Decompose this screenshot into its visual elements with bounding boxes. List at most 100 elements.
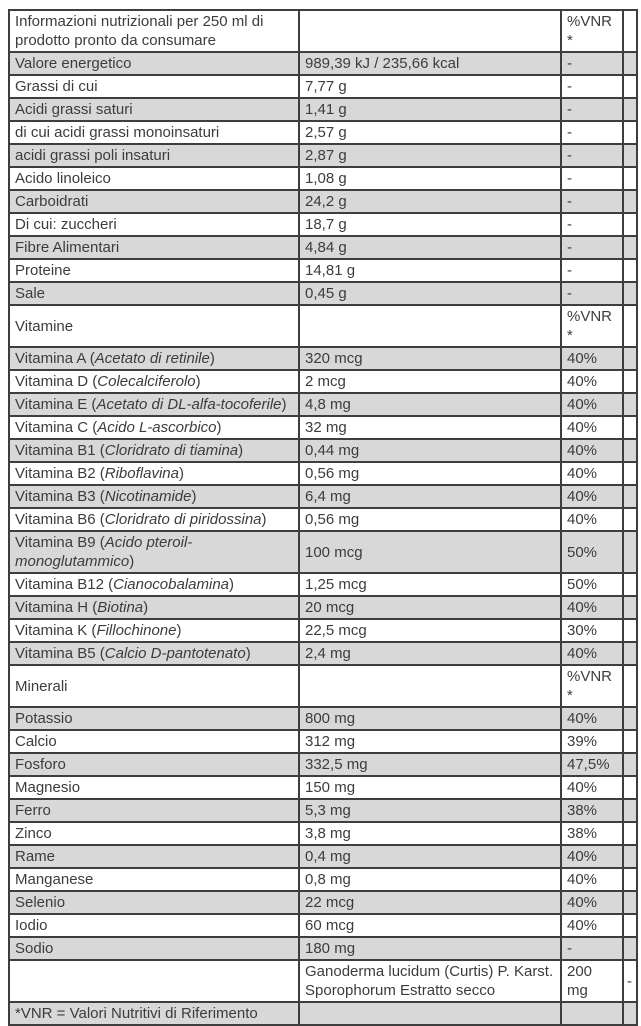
amount-cell	[298, 9, 562, 53]
nutrient-name-cell: Sodio	[8, 936, 300, 961]
amount-cell: Ganoderma lucidum (Curtis) P. Karst. Spo…	[298, 959, 562, 1003]
vnr-cell: -	[560, 212, 624, 237]
vnr-cell: 40%	[560, 461, 624, 486]
amount-text: 1,08 g	[305, 170, 347, 187]
nutrient-name-italic: Biotina	[97, 599, 144, 616]
vnr-text: %VNR*	[567, 308, 613, 344]
amount-text: 22,5 mcg	[305, 622, 367, 639]
amount-cell	[298, 304, 562, 348]
nutrient-name-close: )	[191, 488, 197, 505]
vnr-text: 38%	[567, 825, 598, 842]
nutrient-name-cell: Vitamina B3 (Nicotinamide)	[8, 484, 300, 509]
nutrient-name-text: Di cui: zuccheri	[15, 216, 117, 233]
nutrient-name-close: )	[238, 442, 244, 459]
amount-cell: 332,5 mg	[298, 752, 562, 777]
nutrient-row: Vitamina B1 (Cloridrato di tiamina) 0,44 …	[8, 438, 638, 463]
vnr-cell: 40%	[560, 507, 624, 532]
vnr-cell: 40%	[560, 913, 624, 938]
nutrient-row: Fibre Alimentari 4,84 g -	[8, 235, 638, 260]
nutrient-name-close: )	[261, 511, 267, 528]
vnr-text: 38%	[567, 802, 598, 819]
vnr-cell: 39%	[560, 729, 624, 754]
nutrient-name-close: )	[229, 576, 235, 593]
nutrient-row: Rame 0,4 mg 40%	[8, 844, 638, 869]
vnr-cell: 38%	[560, 798, 624, 823]
amount-text: 20 mcg	[305, 599, 355, 616]
amount-text: 989,39 kJ / 235,66 kcal	[305, 55, 460, 72]
nutrient-name-italic: Acetato di DL-alfa-tocoferile	[96, 396, 282, 413]
nutrient-name-cell: Fosforo	[8, 752, 300, 777]
spacer-cell	[622, 706, 638, 731]
vnr-text: 39%	[567, 733, 598, 750]
nutrient-name-cell: Di cui: zuccheri	[8, 212, 300, 237]
vnr-text: -	[567, 78, 572, 95]
vnr-cell: -	[560, 74, 624, 99]
vnr-cell: %VNR*	[560, 664, 624, 708]
vnr-cell: 40%	[560, 392, 624, 417]
vnr-cell: -	[560, 120, 624, 145]
nutrient-row: Grassi di cui 7,77 g -	[8, 74, 638, 99]
nutrient-name-cell: Potassio	[8, 706, 300, 731]
vnr-cell: 47,5%	[560, 752, 624, 777]
vnr-cell: 40%	[560, 415, 624, 440]
nutrient-name-cell: Acidi grassi saturi	[8, 97, 300, 122]
vnr-text: 40%	[567, 848, 598, 865]
nutrient-name-cell: Acido linoleico	[8, 166, 300, 191]
vnr-text: 40%	[567, 419, 598, 436]
amount-cell: 18,7 g	[298, 212, 562, 237]
nutrition-table: Informazioni nutrizionali per 250 ml di …	[8, 9, 638, 1026]
nutrient-name-text: Acido linoleico	[15, 170, 111, 187]
nutrient-row: Acido linoleico 1,08 g -	[8, 166, 638, 191]
vnr-cell: -	[560, 166, 624, 191]
spacer-cell	[622, 304, 638, 348]
amount-cell: 0,45 g	[298, 281, 562, 306]
amount-cell: 6,4 mg	[298, 484, 562, 509]
spacer-cell	[622, 641, 638, 666]
nutrient-row: Valore energetico 989,39 kJ / 235,66 kcal…	[8, 51, 638, 76]
spacer-cell	[622, 258, 638, 283]
vnr-text: %VNR*	[567, 668, 613, 704]
amount-text: 0,56 mg	[305, 465, 360, 482]
vnr-text: 40%	[567, 871, 598, 888]
nutrient-name-cell	[8, 959, 300, 1003]
spacer-cell	[622, 189, 638, 214]
vnr-text: 40%	[567, 779, 598, 796]
nutrient-row: Vitamina K (Fillochinone) 22,5 mcg 30%	[8, 618, 638, 643]
vnr-cell: -	[560, 143, 624, 168]
vnr-cell: -	[560, 936, 624, 961]
amount-text: 32 mg	[305, 419, 347, 436]
nutrient-name-cell: *VNR = Valori Nutritivi di Riferimento	[8, 1001, 300, 1026]
vnr-text: 40%	[567, 894, 598, 911]
nutrient-name-text: Vitamina C (	[15, 419, 98, 436]
amount-text: 5,3 mg	[305, 802, 351, 819]
amount-cell: 4,8 mg	[298, 392, 562, 417]
nutrient-name-italic: Riboflavina	[104, 465, 179, 482]
nutrient-row: di cui acidi grassi monoinsaturi 2,57 g -	[8, 120, 638, 145]
amount-cell: 2,57 g	[298, 120, 562, 145]
spacer-cell	[622, 235, 638, 260]
nutrient-name-close: )	[216, 419, 222, 436]
spacer-cell	[622, 890, 638, 915]
nutrient-name-italic: Acido L-ascorbico	[97, 419, 217, 436]
nutrient-name-text: acidi grassi poli insaturi	[15, 147, 171, 164]
nutrient-name-close: )	[176, 622, 182, 639]
nutrient-name-text: Vitamina B1 (	[15, 442, 105, 459]
vnr-cell: 40%	[560, 890, 624, 915]
nutrient-name-text: Vitamina A (	[15, 350, 95, 367]
amount-text: 6,4 mg	[305, 488, 351, 505]
nutrient-row: Manganese 0,8 mg 40%	[8, 867, 638, 892]
vnr-text: -	[567, 101, 572, 118]
nutrient-row: Acidi grassi saturi 1,41 g -	[8, 97, 638, 122]
nutrient-name-italic: Colecalciferolo	[97, 373, 196, 390]
nutrient-name-text: Fibre Alimentari	[15, 239, 120, 256]
amount-text: Ganoderma lucidum (Curtis) P. Karst. Spo…	[305, 963, 554, 999]
vnr-cell: 40%	[560, 844, 624, 869]
nutrient-name-cell: Vitamina B12 (Cianocobalamina)	[8, 572, 300, 597]
spacer-cell	[622, 821, 638, 846]
amount-text: 150 mg	[305, 779, 356, 796]
vnr-cell: 40%	[560, 595, 624, 620]
amount-cell: 14,81 g	[298, 258, 562, 283]
nutrient-row: Vitamina E (Acetato di DL-alfa-tocoferil…	[8, 392, 638, 417]
amount-text: 0,56 mg	[305, 511, 360, 528]
